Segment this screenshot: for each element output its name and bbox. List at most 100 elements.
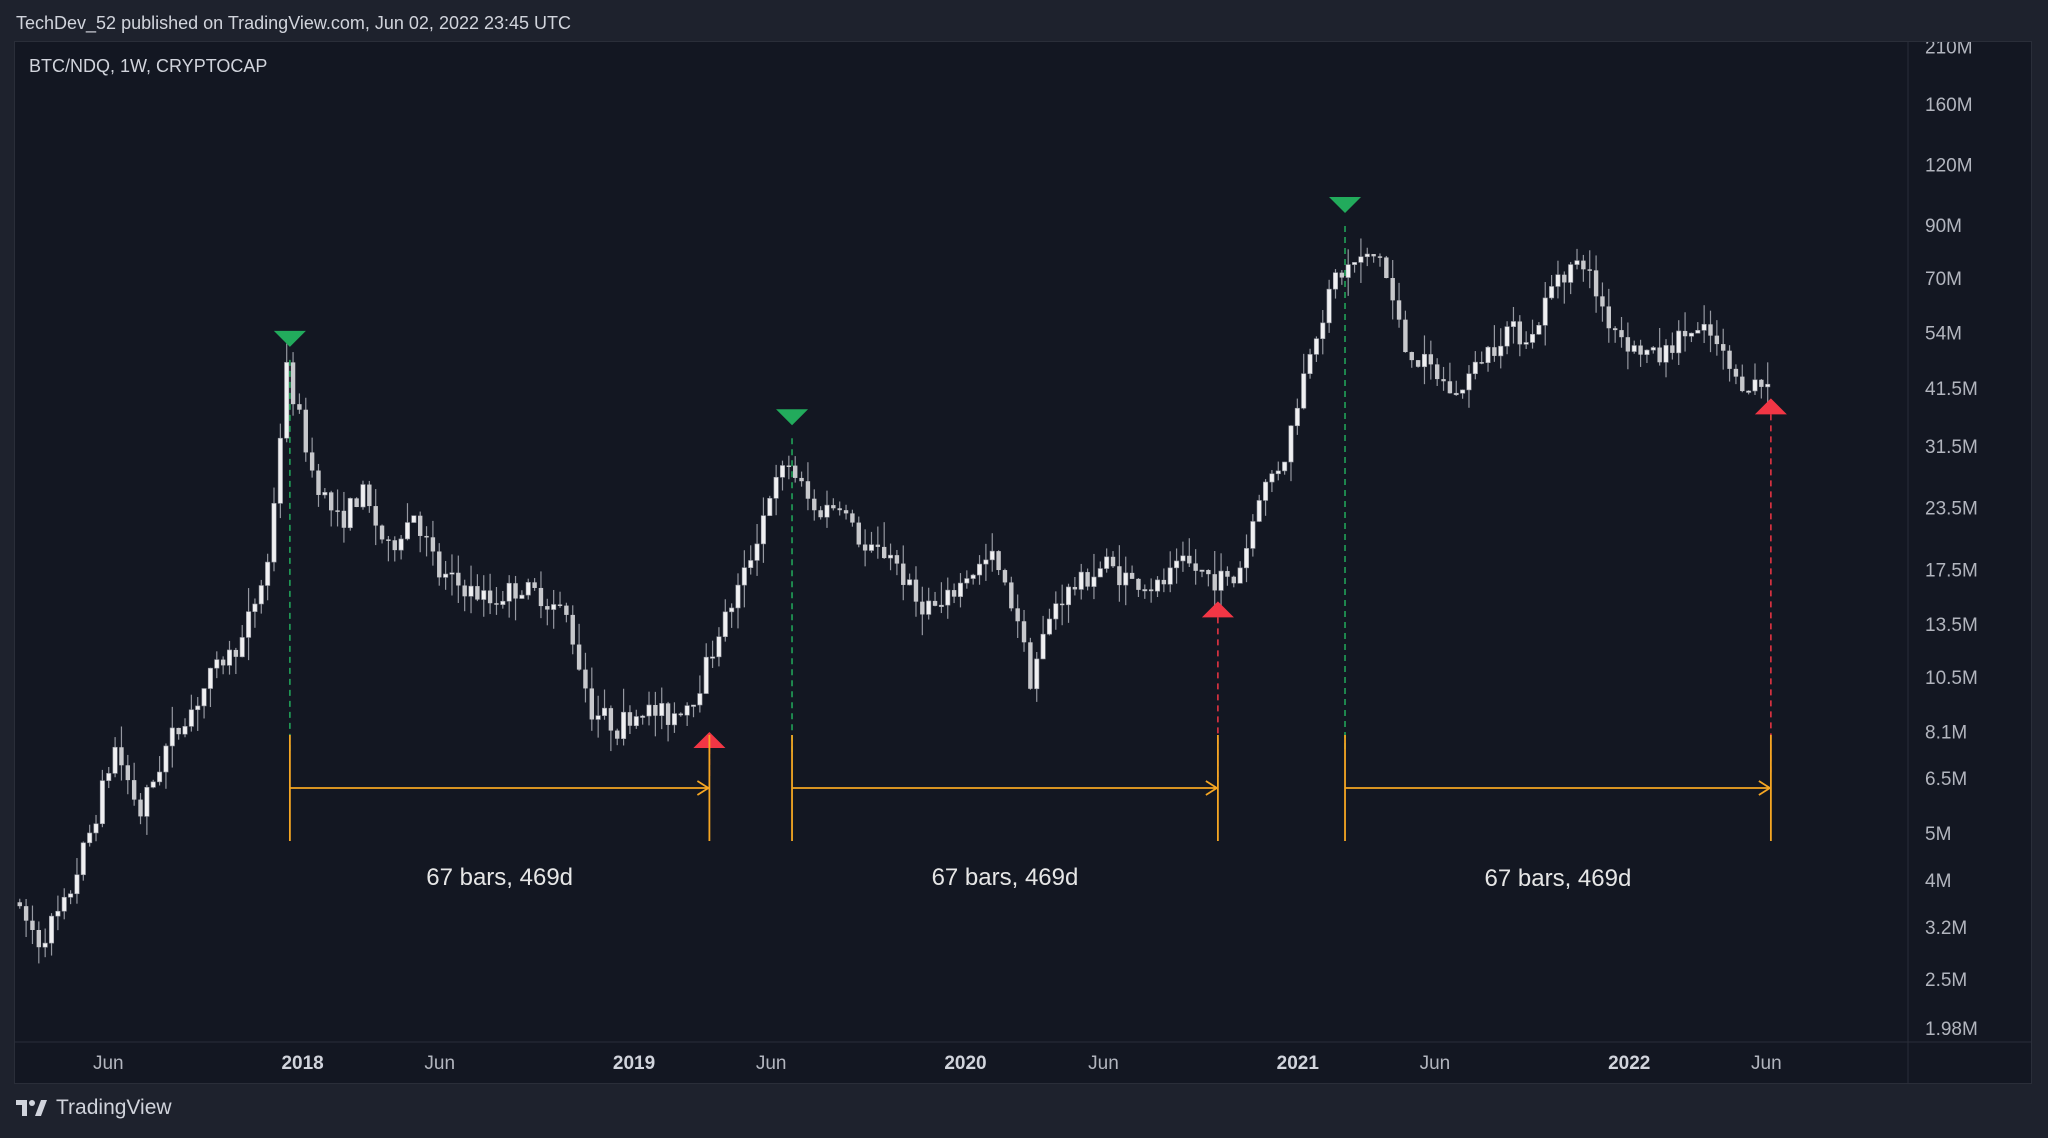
candle-body[interactable] xyxy=(411,515,417,523)
peak-down-arrow-icon[interactable] xyxy=(1329,197,1362,214)
candle-body[interactable] xyxy=(551,604,557,610)
candle-body[interactable] xyxy=(1638,345,1643,355)
candle-body[interactable] xyxy=(1028,642,1033,689)
candle-body[interactable] xyxy=(456,572,461,586)
candle-body[interactable] xyxy=(195,705,201,711)
candle-body[interactable] xyxy=(1612,328,1618,331)
candle-body[interactable] xyxy=(977,563,983,576)
candle-body[interactable] xyxy=(621,711,627,739)
candle-body[interactable] xyxy=(945,589,951,606)
candle-body[interactable] xyxy=(703,656,709,694)
peak-down-arrow-icon[interactable] xyxy=(273,330,306,347)
candle-body[interactable] xyxy=(1517,321,1523,345)
candle-body[interactable] xyxy=(487,590,493,604)
candle-body[interactable] xyxy=(665,703,671,725)
candle-body[interactable] xyxy=(106,773,112,781)
candle-body[interactable] xyxy=(1282,461,1288,472)
candle-body[interactable] xyxy=(1066,586,1072,606)
candle-body[interactable] xyxy=(49,915,55,944)
candle-body[interactable] xyxy=(1409,352,1414,361)
candle-body[interactable] xyxy=(30,920,35,930)
candle-body[interactable] xyxy=(1701,324,1707,331)
candle-body[interactable] xyxy=(1123,572,1129,586)
candle-body[interactable] xyxy=(1097,568,1103,578)
candle-body[interactable] xyxy=(1117,566,1122,586)
candle-body[interactable] xyxy=(462,585,467,597)
candle-body[interactable] xyxy=(1676,330,1682,354)
candle-body[interactable] xyxy=(367,484,372,507)
candle-body[interactable] xyxy=(799,477,804,482)
candle-body[interactable] xyxy=(144,787,150,817)
candle-body[interactable] xyxy=(163,745,169,773)
candle-body[interactable] xyxy=(347,498,353,529)
candle-body[interactable] xyxy=(449,572,455,575)
candle-body[interactable] xyxy=(576,644,582,670)
candle-body[interactable] xyxy=(589,688,595,720)
candle-body[interactable] xyxy=(1765,383,1771,388)
candle-body[interactable] xyxy=(1619,330,1624,338)
candle-body[interactable] xyxy=(36,929,42,948)
candle-body[interactable] xyxy=(1320,322,1326,339)
candle-body[interactable] xyxy=(793,465,798,478)
candle-body[interactable] xyxy=(379,525,385,540)
bottom-up-arrow-icon[interactable] xyxy=(1754,398,1787,415)
candle-body[interactable] xyxy=(1002,570,1008,583)
candle-body[interactable] xyxy=(188,709,194,727)
candle-body[interactable] xyxy=(1682,330,1688,337)
candle-body[interactable] xyxy=(913,579,919,602)
candle-body[interactable] xyxy=(805,481,811,499)
candle-body[interactable] xyxy=(297,404,302,410)
candle-body[interactable] xyxy=(112,746,118,774)
candle-body[interactable] xyxy=(42,942,48,948)
candle-body[interactable] xyxy=(360,484,366,508)
candle-body[interactable] xyxy=(1009,582,1014,609)
candle-body[interactable] xyxy=(437,551,442,578)
candle-body[interactable] xyxy=(1212,574,1217,591)
candle-body[interactable] xyxy=(1504,326,1510,347)
candle-body[interactable] xyxy=(1549,286,1555,299)
candle-body[interactable] xyxy=(818,510,823,518)
candle-body[interactable] xyxy=(1746,390,1752,393)
candle-body[interactable] xyxy=(55,910,61,917)
candle-body[interactable] xyxy=(1269,473,1275,483)
candle-body[interactable] xyxy=(138,799,143,817)
candle-body[interactable] xyxy=(684,705,690,716)
candle-body[interactable] xyxy=(964,578,970,584)
candle-body[interactable] xyxy=(316,470,321,495)
candle-body[interactable] xyxy=(754,543,760,561)
candle-body[interactable] xyxy=(545,606,550,610)
candle-body[interactable] xyxy=(93,823,99,834)
candle-body[interactable] xyxy=(1695,330,1701,334)
candle-body[interactable] xyxy=(258,585,264,605)
candle-body[interactable] xyxy=(615,730,620,739)
candle-body[interactable] xyxy=(779,465,785,478)
candle-body[interactable] xyxy=(1072,586,1078,590)
candle-body[interactable] xyxy=(1581,260,1586,270)
candle-body[interactable] xyxy=(284,362,290,439)
candle-body[interactable] xyxy=(74,874,80,895)
candle-body[interactable] xyxy=(246,611,252,638)
candle-body[interactable] xyxy=(1021,621,1027,643)
candle-body[interactable] xyxy=(1593,270,1599,297)
candle-body[interactable] xyxy=(277,437,283,504)
candle-body[interactable] xyxy=(1708,324,1713,336)
candle-body[interactable] xyxy=(1479,362,1484,364)
candle-body[interactable] xyxy=(894,555,900,564)
price-chart[interactable]: BTC/NDQ, 1W, CRYPTOCAP 210M 160M 120M 90M 70… xyxy=(15,42,2031,1083)
candle-body[interactable] xyxy=(1631,345,1637,352)
candle-body[interactable] xyxy=(1415,360,1421,367)
candle-body[interactable] xyxy=(404,522,410,540)
candle-body[interactable] xyxy=(938,604,944,607)
candle-body[interactable] xyxy=(80,842,86,876)
candle-body[interactable] xyxy=(1663,345,1669,363)
candle-body[interactable] xyxy=(506,582,512,602)
candle-body[interactable] xyxy=(1345,264,1351,278)
candle-body[interactable] xyxy=(557,604,563,606)
candle-body[interactable] xyxy=(1339,272,1345,278)
candle-body[interactable] xyxy=(716,636,722,658)
candle-body[interactable] xyxy=(430,537,436,552)
candle-body[interactable] xyxy=(1377,256,1383,258)
candle-body[interactable] xyxy=(1600,296,1605,307)
candle-body[interactable] xyxy=(169,727,175,747)
candle-body[interactable] xyxy=(1460,389,1466,394)
